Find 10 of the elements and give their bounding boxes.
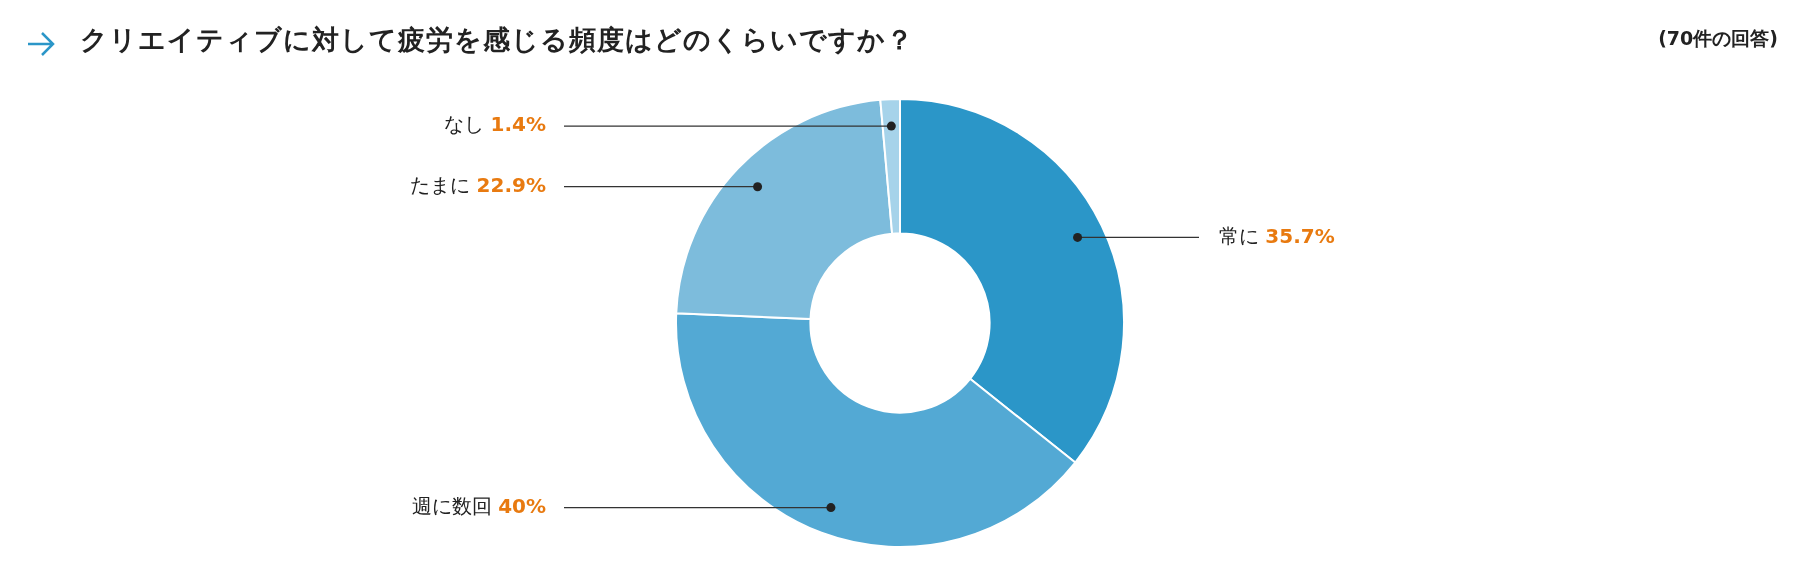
slice-label: たまに <box>410 172 471 197</box>
chart-title: クリエイティブに対して疲労を感じる頻度はどのくらいですか？ <box>80 23 914 57</box>
data-label: 35.7% <box>1265 223 1335 248</box>
slice-label: なし <box>444 112 485 137</box>
slice-label: 週に数回 <box>411 493 492 518</box>
data-label: 1.4% <box>490 112 546 137</box>
slice-label: 常に <box>1219 223 1259 248</box>
data-label: 22.9% <box>476 172 547 197</box>
data-label: 40% <box>498 493 546 518</box>
text: (70件の回答) <box>1658 26 1778 51</box>
